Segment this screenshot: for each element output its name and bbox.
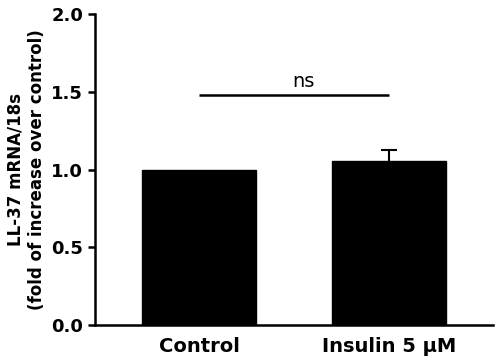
Y-axis label: LL-37 mRNA/18s
(fold of increase over control): LL-37 mRNA/18s (fold of increase over co…: [7, 29, 46, 310]
Bar: [332, 161, 446, 325]
Bar: [142, 170, 256, 325]
Text: ns: ns: [292, 72, 314, 91]
